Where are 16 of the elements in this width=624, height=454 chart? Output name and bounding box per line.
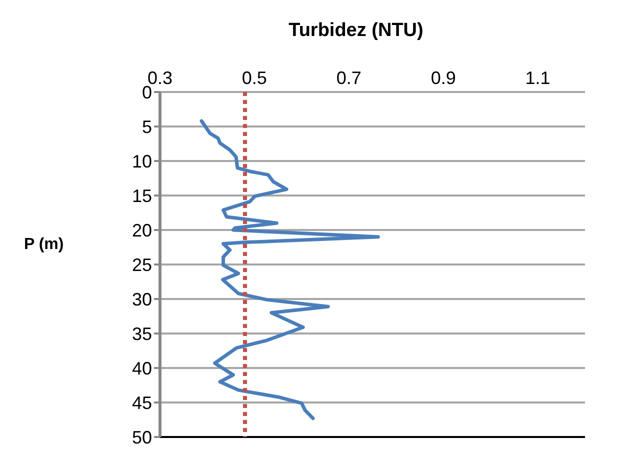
y-tick-label: 5 xyxy=(142,116,152,137)
y-tick-label: 40 xyxy=(132,358,152,378)
y-tick-label: 35 xyxy=(132,324,152,344)
y-axis-title: P (m) xyxy=(24,236,64,253)
x-tick-label: 0.9 xyxy=(430,68,456,88)
x-tick-label: 0.7 xyxy=(336,68,362,88)
x-tick-label: 1.1 xyxy=(525,68,550,88)
y-tick-label: 30 xyxy=(132,289,152,310)
y-tick-label: 20 xyxy=(132,220,152,240)
x-axis-title: Turbidez (NTU) xyxy=(288,20,424,41)
y-tick-label: 25 xyxy=(132,254,152,275)
x-tick-label: 0.5 xyxy=(242,68,267,88)
y-tick-label: 50 xyxy=(132,427,152,448)
y-tick-label: 45 xyxy=(132,392,152,413)
y-tick-label: 15 xyxy=(132,186,152,206)
y-tick-label: 10 xyxy=(132,151,152,172)
